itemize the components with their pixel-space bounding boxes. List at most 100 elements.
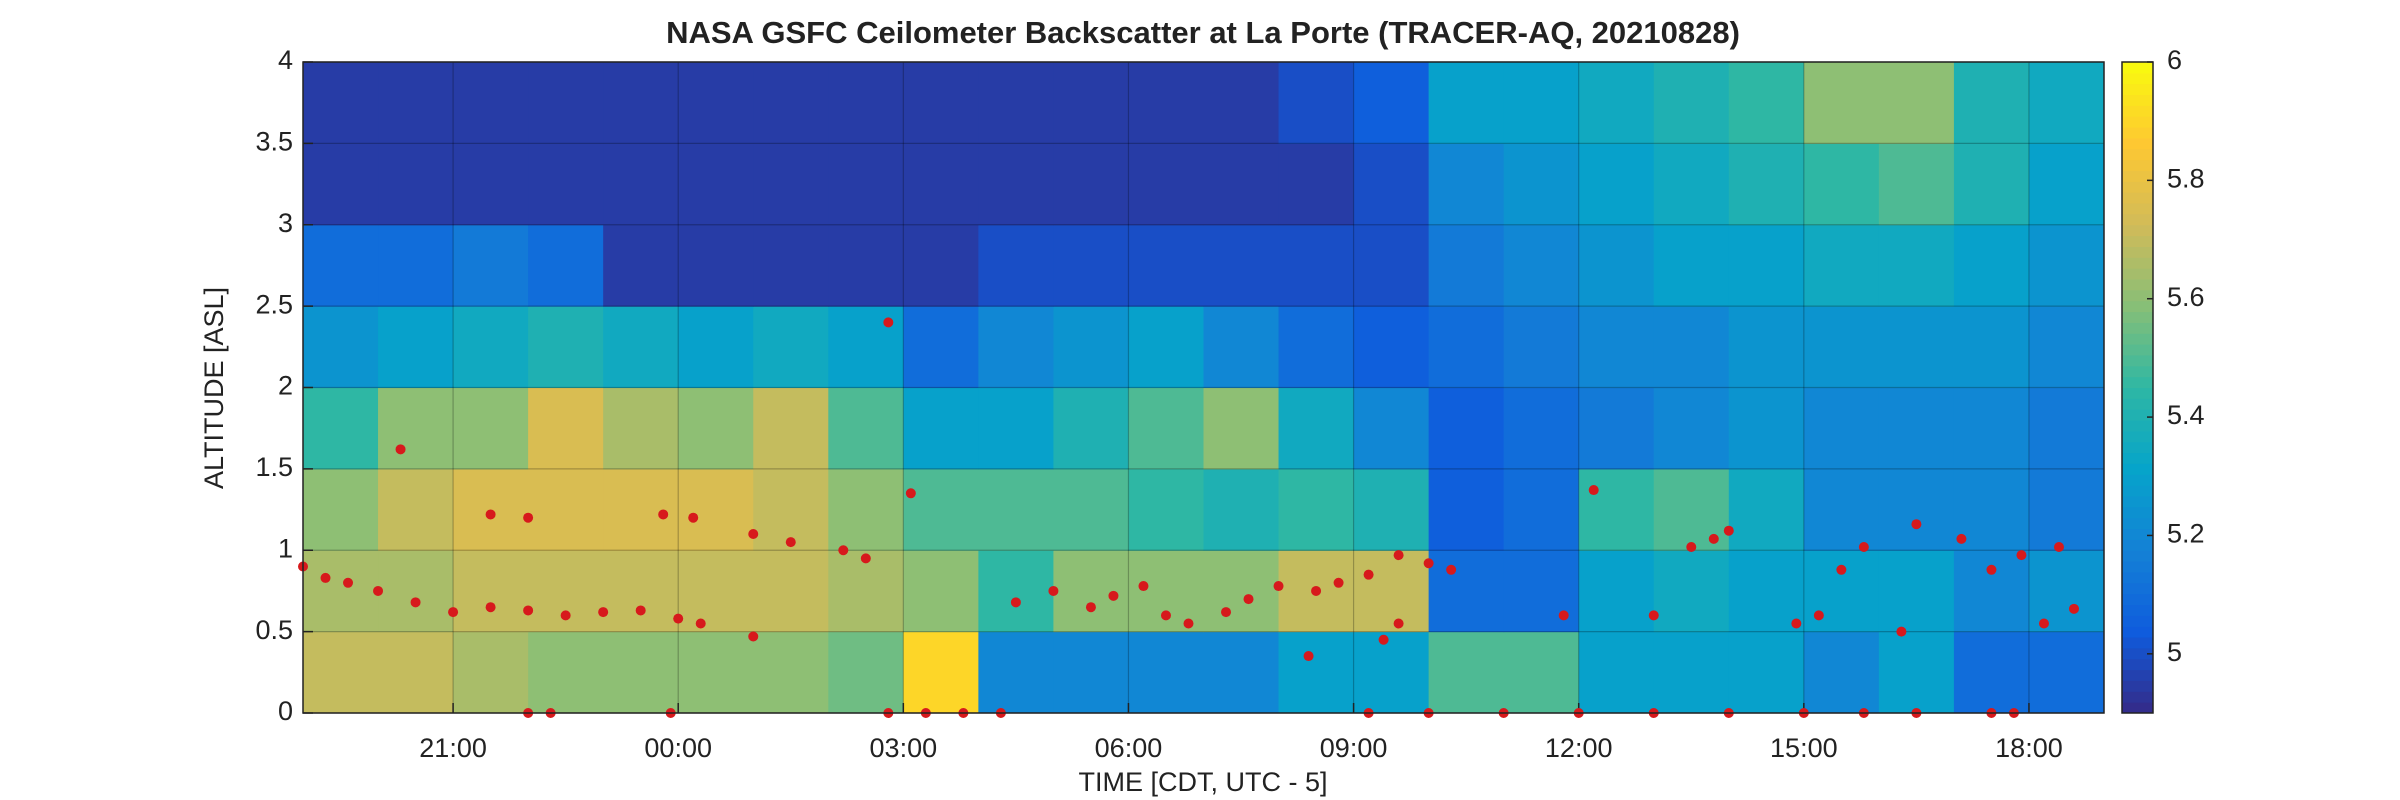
heatmap-cell: [528, 143, 604, 226]
heatmap-cell: [1578, 62, 1655, 144]
colorbar-tick-label: 6: [2167, 45, 2182, 75]
colorbar-step: [2122, 322, 2153, 334]
mixing-height-point: [1393, 618, 1404, 629]
colorbar-step: [2122, 105, 2153, 117]
colorbar-step: [2122, 441, 2153, 454]
heatmap-cell: [678, 550, 754, 633]
mixing-height-point: [2016, 550, 2027, 561]
heatmap-cell: [1578, 387, 1655, 470]
y-tick-label: 3: [278, 208, 293, 238]
colorbar-step: [2122, 181, 2153, 193]
colorbar-step: [2122, 550, 2153, 562]
mixing-height-point: [1588, 485, 1599, 496]
heatmap-cell: [1803, 224, 1880, 307]
heatmap-cell: [603, 62, 679, 144]
heatmap-cell: [1428, 631, 1505, 713]
mixing-height-point: [1686, 541, 1697, 552]
heatmap-cell: [1728, 143, 1805, 226]
x-tick-label: 12:00: [1545, 733, 1613, 763]
colorbar-step: [2122, 354, 2153, 367]
heatmap-cell: [1953, 62, 2030, 144]
heatmap-cell: [1578, 468, 1655, 551]
colorbar-step: [2122, 517, 2153, 530]
heatmap-cell: [1428, 550, 1505, 633]
heatmap-cell: [1053, 143, 1129, 226]
colorbar-tick-label: 5.6: [2167, 282, 2205, 312]
heatmap-cell: [753, 387, 829, 470]
heatmap-cell: [528, 468, 604, 551]
colorbar-step: [2122, 170, 2153, 182]
mixing-height-point: [673, 613, 684, 624]
heatmap-cell: [828, 306, 904, 388]
heatmap-cell: [1128, 62, 1204, 144]
colorbar-step: [2122, 279, 2153, 291]
heatmap-cell: [1203, 387, 1280, 470]
heatmap-cell: [1278, 62, 1355, 144]
x-tick-label: 09:00: [1320, 733, 1388, 763]
mixing-height-point: [695, 618, 706, 629]
y-tick-label: 2: [278, 371, 293, 401]
mixing-height-point: [1311, 585, 1322, 596]
heatmap-cell: [1803, 550, 1880, 633]
colorbar-step: [2122, 702, 2153, 714]
heatmap-cell: [603, 306, 679, 388]
heatmap-cell: [1728, 306, 1805, 388]
colorbar-step: [2122, 192, 2153, 204]
colorbar-tick-label: 5: [2167, 637, 2182, 667]
heatmap-cell: [1803, 306, 1880, 388]
overlay: 0 0.5 1 1.5 2 2.5 3 3.5 4 21:00 00:00 03:00 06:00 09:…: [255, 45, 2204, 763]
colorbar-step: [2122, 604, 2153, 616]
colorbar-step: [2122, 213, 2153, 226]
colorbar-step: [2122, 463, 2153, 475]
colorbar-step: [2122, 268, 2153, 280]
mixing-height-point: [1836, 564, 1847, 575]
heatmap-cell: [1203, 224, 1280, 307]
heatmap-cell: [753, 550, 829, 633]
heatmap-cell: [903, 550, 979, 633]
colorbar-step: [2122, 485, 2153, 497]
colorbar-step: [2122, 387, 2153, 399]
heatmap-cell: [1803, 387, 1880, 470]
mixing-height-point: [1911, 519, 1922, 530]
heatmap-cell: [1878, 143, 1955, 226]
mixing-height-point: [1333, 577, 1344, 588]
heatmap-cell: [1503, 62, 1580, 144]
heatmap-cell: [1653, 631, 1730, 713]
heatmap-cell: [1503, 468, 1580, 551]
x-tick-label: 15:00: [1770, 733, 1838, 763]
colorbar-step: [2122, 452, 2153, 464]
heatmap-cell: [1878, 224, 1955, 307]
heatmap-cell: [903, 468, 979, 551]
mixing-height-point: [373, 585, 384, 596]
heatmap-cell: [1578, 306, 1655, 388]
heatmap-cell: [753, 224, 829, 307]
x-tick-label: 06:00: [1095, 733, 1163, 763]
heatmap-cell: [903, 387, 979, 470]
heatmap-cell: [978, 306, 1054, 388]
heatmap-cell: [1053, 631, 1129, 713]
colorbar-step: [2122, 658, 2153, 671]
heatmap-cell: [453, 387, 529, 470]
mixing-height-point: [448, 607, 459, 618]
colorbar-step: [2122, 647, 2153, 660]
heatmap-cell: [603, 550, 679, 633]
heatmap-cell: [1953, 550, 2030, 633]
mixing-height-point: [343, 577, 354, 588]
colorbar-step: [2122, 333, 2153, 345]
heatmap-cell: [2028, 550, 2104, 633]
mixing-height-point: [485, 602, 496, 613]
heatmap-cell: [1428, 62, 1505, 144]
heatmap-cell: [678, 468, 754, 551]
heatmap-cell: [1953, 468, 2030, 551]
mixing-height-point: [523, 512, 534, 523]
heatmap-cell: [1728, 631, 1805, 713]
mixing-height-point: [1813, 610, 1824, 621]
y-axis-label: ALTITUDE [ASL]: [199, 287, 229, 489]
heatmap-cell: [453, 224, 529, 307]
colorbar-step: [2122, 116, 2153, 128]
mixing-height-point: [598, 607, 609, 618]
heatmap-cell: [1353, 550, 1430, 633]
y-tick-label: 3.5: [255, 127, 293, 157]
mixing-height-point: [1558, 610, 1569, 621]
heatmap-cell: [453, 550, 529, 633]
